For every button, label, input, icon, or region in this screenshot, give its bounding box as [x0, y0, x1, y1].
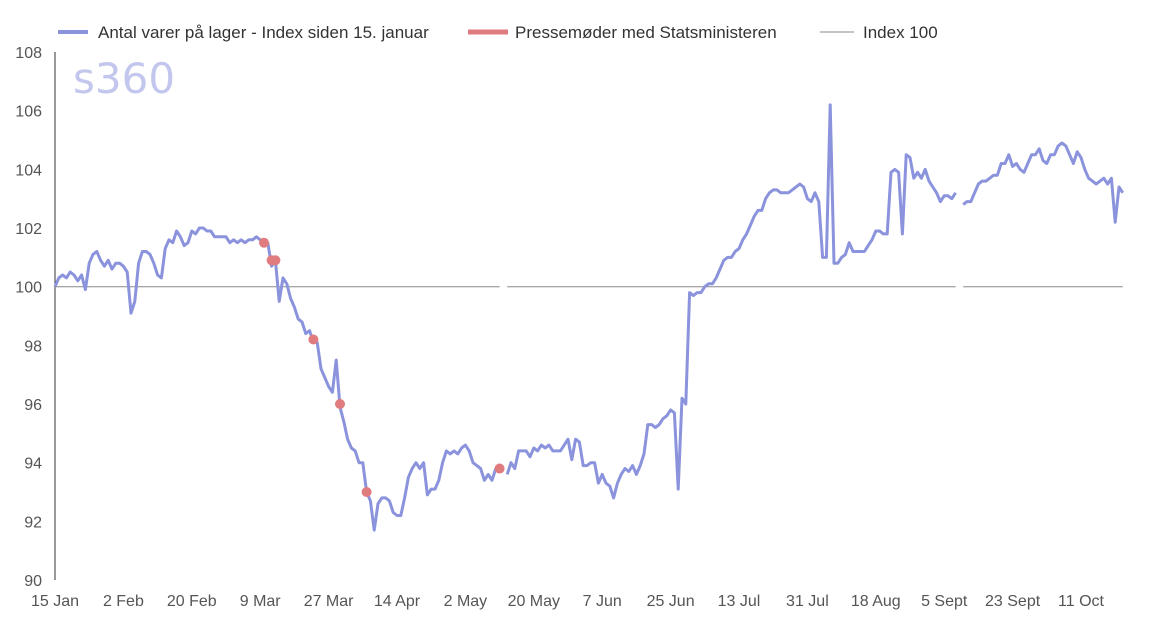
y-tick-label: 98 [24, 338, 42, 355]
x-tick-label: 18 Aug [851, 593, 901, 610]
press-conference-point [259, 237, 269, 248]
x-tick-label: 7 Jun [583, 593, 622, 610]
x-tick-label: 27 Mar [304, 593, 354, 610]
y-tick-label: 96 [24, 397, 42, 414]
y-tick-label: 102 [15, 221, 42, 238]
press-series [259, 237, 505, 498]
x-tick-label: 20 Feb [167, 593, 217, 610]
legend-label-index: Antal varer på lager - Index siden 15. j… [98, 23, 429, 42]
legend-label-press: Pressemøder med Statsministeren [515, 23, 777, 42]
y-tick-label: 104 [15, 162, 42, 179]
press-conference-point [335, 399, 345, 410]
x-tick-label: 23 Sept [985, 593, 1041, 610]
index-series [53, 103, 1125, 532]
index-line-segment [505, 103, 957, 500]
press-conference-point [494, 463, 505, 474]
press-conference-point [270, 255, 281, 266]
x-tick-label: 5 Sept [921, 593, 968, 610]
x-axis: 15 Jan 2 Feb 20 Feb 9 Mar 27 Mar 14 Apr 2 May 2… [31, 593, 1105, 610]
x-tick-label: 9 Mar [240, 593, 282, 610]
x-tick-label: 20 May [508, 593, 560, 610]
x-tick-label: 31 Jul [786, 593, 829, 610]
y-tick-label: 90 [24, 573, 42, 590]
y-tick-label: 106 [15, 104, 42, 121]
press-conference-point [308, 334, 319, 345]
x-tick-label: 25 Jun [647, 593, 695, 610]
x-tick-label: 13 Jul [718, 593, 761, 610]
legend: Antal varer på lager - Index siden 15. j… [58, 23, 938, 42]
legend-label-baseline: Index 100 [863, 23, 938, 42]
y-tick-label: 108 [15, 45, 42, 62]
s360-watermark: s360 [73, 54, 175, 103]
x-tick-label: 2 Feb [103, 593, 144, 610]
index-line-segment [962, 141, 1125, 224]
x-tick-label: 14 Apr [374, 593, 421, 610]
x-tick-label: 2 May [444, 593, 488, 610]
index-line-segment [53, 226, 505, 532]
y-axis: 90 92 94 96 98 100 102 104 106 108 [15, 45, 56, 590]
x-tick-label: 15 Jan [31, 593, 79, 610]
y-tick-label: 100 [15, 280, 42, 297]
y-tick-label: 92 [24, 514, 42, 531]
press-conference-point [361, 487, 372, 498]
x-tick-label: 11 Oct [1058, 593, 1105, 610]
y-tick-label: 94 [24, 456, 42, 473]
